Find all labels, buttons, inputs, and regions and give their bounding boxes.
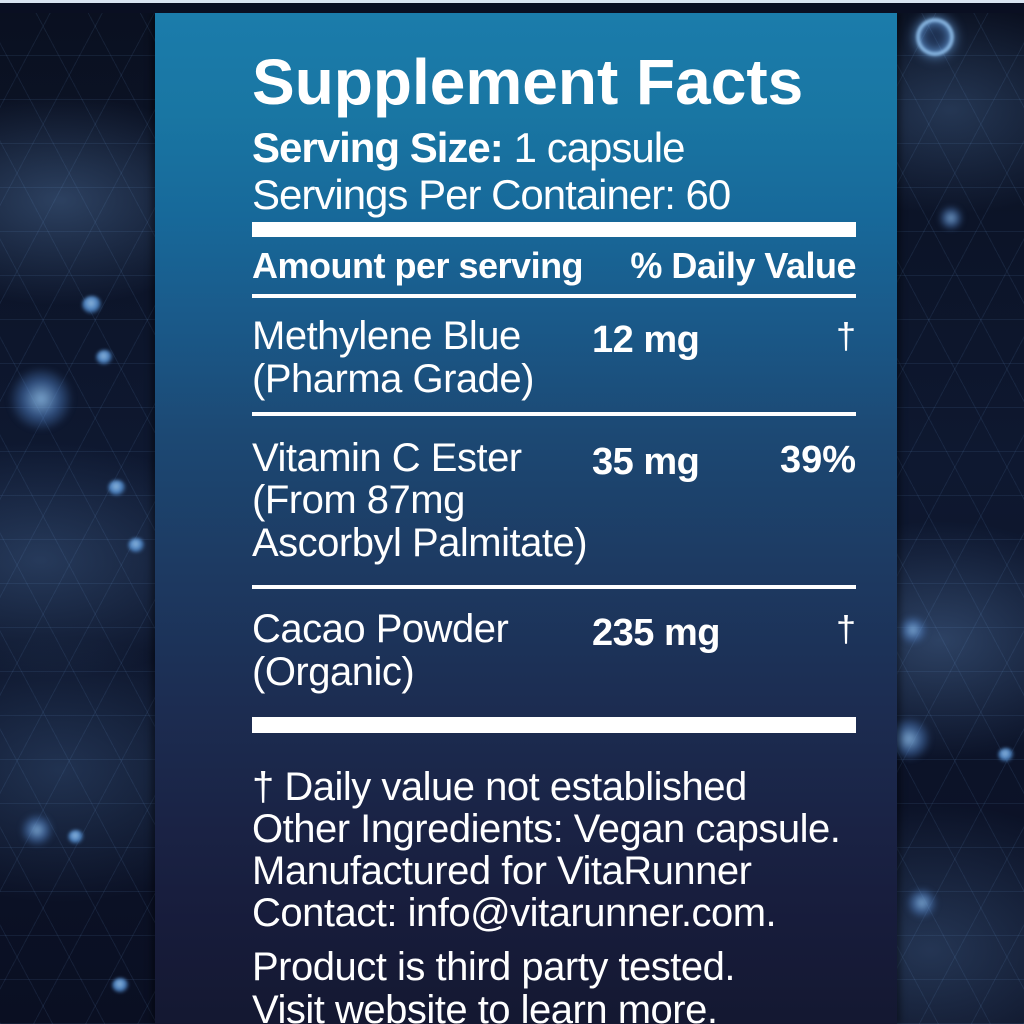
footnotes-block: † Daily value not established Other Ingr… <box>252 766 856 935</box>
facts-header-row: Amount per serving % Daily Value <box>252 244 856 286</box>
serving-size-label: Serving Size: <box>252 123 504 171</box>
row-rule <box>252 411 856 416</box>
serving-size-value: 1 capsule <box>513 123 686 171</box>
additional-notes-block: Product is third party tested. Visit web… <box>252 944 856 1024</box>
glow-blob <box>938 206 964 230</box>
ingredient-row: Cacao Powder (Organic) 235 mg † <box>252 589 856 717</box>
ingredient-name-line: Vitamin C Ester <box>252 435 522 480</box>
ingredient-name-line: Methylene Blue <box>252 314 521 359</box>
ingredient-name-line: (Pharma Grade) <box>252 356 534 401</box>
ingredient-daily-value: † <box>835 315 856 357</box>
ingredient-name-line: (Organic) <box>252 649 415 694</box>
row-rule <box>252 585 856 590</box>
glow-dot <box>108 480 126 496</box>
header-rule <box>252 294 856 299</box>
supplement-facts-panel: Supplement Facts Serving Size: 1 capsule … <box>155 13 897 1024</box>
footnote-daily-value: † Daily value not established <box>252 764 747 809</box>
ingredient-daily-value: † <box>835 608 856 650</box>
glow-blob <box>906 888 938 918</box>
glow-dot <box>112 978 129 993</box>
servings-per-container: Servings Per Container: 60 <box>252 170 731 218</box>
glow-blob <box>898 616 928 644</box>
glow-dot <box>128 538 145 553</box>
ingredient-name-line: Ascorbyl Palmitate) <box>252 520 588 565</box>
ingredient-name: Cacao Powder (Organic) <box>252 608 592 693</box>
ingredient-daily-value: 39% <box>779 438 856 481</box>
note-visit-website: Visit website to learn more. <box>252 987 718 1024</box>
separator-bar-bottom <box>252 716 856 733</box>
ingredient-name-line: Cacao Powder <box>252 607 509 652</box>
ingredient-amount: 12 mg <box>592 319 700 362</box>
top-highlight-line <box>0 0 1024 3</box>
footnote-contact-email: Contact: info@vitarunner.com. <box>252 891 777 936</box>
ingredient-row: Vitamin C Ester (From 87mg Ascorbyl Palm… <box>252 416 856 574</box>
glow-blob <box>20 814 54 846</box>
glow-blob <box>8 368 74 430</box>
glow-dot <box>96 350 113 365</box>
daily-value-header: % Daily Value <box>630 244 856 286</box>
ingredient-name: Methylene Blue (Pharma Grade) <box>252 315 592 400</box>
glow-dot <box>68 830 84 844</box>
serving-size-row: Serving Size: 1 capsule <box>252 123 856 171</box>
glow-dot <box>998 748 1014 762</box>
ingredient-amount: 235 mg <box>592 612 720 655</box>
amount-per-serving-header: Amount per serving <box>252 244 584 286</box>
footnote-manufactured-for: Manufactured for VitaRunner <box>252 849 752 894</box>
panel-title: Supplement Facts <box>252 46 804 118</box>
panel-content: Supplement Facts Serving Size: 1 capsule … <box>155 13 897 1024</box>
top-dark-strip <box>0 3 1024 13</box>
ingredient-row: Methylene Blue (Pharma Grade) 12 mg † <box>252 298 856 401</box>
glow-dot <box>82 296 102 314</box>
footnote-other-ingredients: Other Ingredients: Vegan capsule. <box>252 807 841 852</box>
separator-bar-top <box>252 221 856 237</box>
glow-ring <box>916 18 954 56</box>
note-third-party-tested: Product is third party tested. <box>252 944 736 989</box>
ingredient-name: Vitamin C Ester (From 87mg Ascorbyl Palm… <box>252 435 592 565</box>
ingredient-name-line: (From 87mg <box>252 478 465 523</box>
ingredient-amount: 35 mg <box>592 440 700 483</box>
